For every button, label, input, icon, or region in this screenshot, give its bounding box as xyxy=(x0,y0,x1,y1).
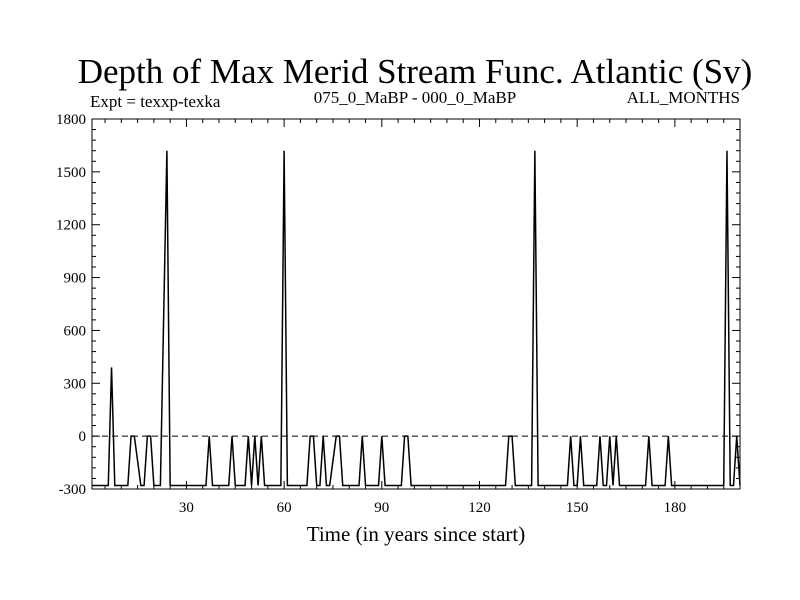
x-tick-label: 180 xyxy=(664,500,687,516)
x-tick-label: 60 xyxy=(277,500,292,516)
y-tick-label: 1500 xyxy=(56,165,86,181)
y-tick-label: 1200 xyxy=(56,218,86,234)
y-tick-label: 300 xyxy=(64,376,87,392)
y-tick-label: -300 xyxy=(59,482,87,498)
x-axis-label: Time (in years since start) xyxy=(307,522,526,546)
plot-frame xyxy=(91,118,741,490)
y-tick-label: 600 xyxy=(64,323,87,339)
experiment-label: Expt = texxp-texka xyxy=(90,92,221,111)
y-tick-label: 1800 xyxy=(56,112,86,128)
chart-title: Depth of Max Merid Stream Func. Atlantic… xyxy=(78,52,753,91)
months-label: ALL_MONTHS xyxy=(627,88,740,107)
y-tick-labels: -300 0 300 600 900 1200 1500 1800 xyxy=(56,112,86,498)
x-tick-label: 120 xyxy=(468,500,491,516)
period-label: 075_0_MaBP - 000_0_MaBP xyxy=(314,88,516,107)
x-tick-labels: 30 60 90 120 150 180 xyxy=(179,500,686,516)
x-tick-label: 90 xyxy=(374,500,389,516)
y-tick-label: 0 xyxy=(79,429,87,445)
axis-ticks xyxy=(92,118,740,490)
y-tick-label: 900 xyxy=(64,271,87,287)
x-tick-label: 30 xyxy=(179,500,194,516)
x-tick-label: 150 xyxy=(566,500,589,516)
series-line xyxy=(92,150,741,487)
